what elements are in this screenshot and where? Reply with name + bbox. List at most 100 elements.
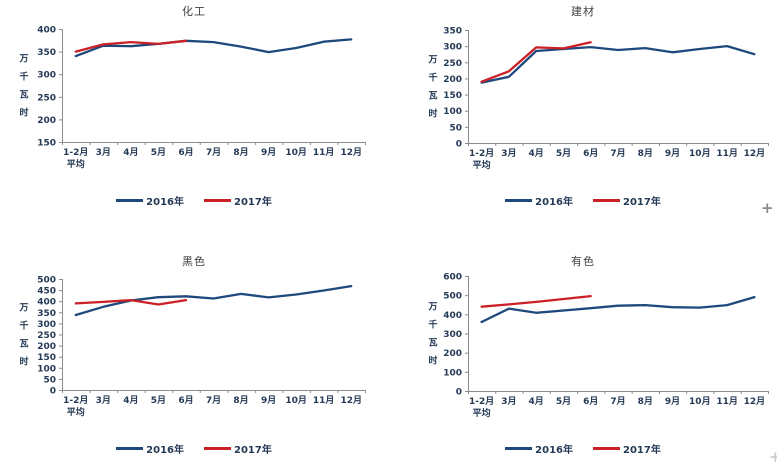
y-tick-label: 200 xyxy=(443,75,462,85)
series-line-2017[interactable] xyxy=(480,41,592,83)
chart-panel-huagong[interactable]: 150 200 250 300 350 400 1-2月 平均 3月 4月 5月 6月 7月 8月 9月 10… xyxy=(0,0,388,230)
legend-line-2017 xyxy=(204,199,231,202)
x-tick-label: 9月 xyxy=(261,395,276,406)
y-tick-label: 300 xyxy=(37,320,56,330)
x-tick-label: 12月 xyxy=(340,395,362,406)
x-tick-label: 10月 xyxy=(285,395,307,406)
plus-cursor-icon: + xyxy=(761,199,774,217)
series-line-2017[interactable] xyxy=(480,294,592,308)
legend-item-2016[interactable]: 2016年 xyxy=(116,441,184,456)
series-line-2017[interactable] xyxy=(74,39,188,53)
y-tick-label: 500 xyxy=(37,276,56,286)
legend-item-2016[interactable]: 2016年 xyxy=(505,441,573,456)
x-tick-label: 4月 xyxy=(123,395,138,406)
x-tick-label: 10月 xyxy=(285,147,307,158)
x-tick-label: 8月 xyxy=(638,396,653,407)
y-tick-label: 50 xyxy=(43,375,56,385)
legend: 2016年 2017年 xyxy=(389,441,777,456)
legend: 2016年 2017年 xyxy=(0,441,388,456)
legend-item-2017[interactable]: 2017年 xyxy=(204,441,272,456)
legend-item-2016[interactable]: 2016年 xyxy=(116,193,184,208)
legend-label-2017: 2017年 xyxy=(234,197,272,208)
x-tick-label: 4月 xyxy=(529,396,544,407)
x-tick-label: 7月 xyxy=(206,395,221,406)
legend-item-2017[interactable]: 2017年 xyxy=(593,441,661,456)
x-tick-label: 10月 xyxy=(689,396,711,407)
y-axis-unit-label: 万千瓦时 xyxy=(18,54,28,119)
x-tick-label: 11月 xyxy=(313,395,335,406)
x-tick-label: 1-2月 xyxy=(63,147,88,158)
chart-panel-heise[interactable]: 0 50 100 150 200 250 300 350 400 450 500 1-2月 平均 3月 4月… xyxy=(0,230,388,462)
y-tick-label: 300 xyxy=(37,71,56,81)
x-tick-label: 5月 xyxy=(556,396,571,407)
x-tick-label: 12月 xyxy=(340,147,362,158)
y-tick-label: 250 xyxy=(37,331,56,341)
legend-item-2017[interactable]: 2017年 xyxy=(204,193,272,208)
x-tick-label: 3月 xyxy=(96,395,111,406)
x-tick-label: 11月 xyxy=(716,396,738,407)
legend-line-2017 xyxy=(204,447,231,450)
legend-label-2016: 2016年 xyxy=(535,197,573,208)
chart-panel-jiancai[interactable]: 0 50 100 150 200 250 300 350 1-2月 平均 3月 4月 5月 6月 7月 8月 9… xyxy=(389,0,777,230)
x-tick-label: 12月 xyxy=(744,396,766,407)
legend-label-2017: 2017年 xyxy=(623,197,661,208)
series-line-2017[interactable] xyxy=(74,298,188,306)
x-tick-label: 平均 xyxy=(473,407,491,419)
legend: 2016年 2017年 xyxy=(389,193,777,208)
series-line-2016[interactable] xyxy=(74,284,353,317)
x-tick-label: 3月 xyxy=(96,147,111,158)
legend-item-2017[interactable]: 2017年 xyxy=(593,193,661,208)
y-tick-label: 450 xyxy=(37,287,56,297)
chart-panel-youse[interactable]: 0 100 200 300 400 500 600 1-2月 平均 3月 4月 5月 6月 7月 8月 9月 1… xyxy=(389,230,777,462)
series-line-2016[interactable] xyxy=(480,295,756,324)
y-tick-label: 150 xyxy=(443,91,462,101)
y-tick-label: 200 xyxy=(37,116,56,126)
y-tick-label: 250 xyxy=(443,59,462,69)
x-tick-label: 9月 xyxy=(261,147,276,158)
y-tick-label: 0 xyxy=(50,387,56,397)
y-tick-label: 500 xyxy=(443,292,462,302)
x-tick-label: 9月 xyxy=(665,148,680,159)
y-tick-label: 350 xyxy=(443,27,462,37)
x-tick-label: 4月 xyxy=(123,147,138,158)
x-tick-label: 7月 xyxy=(206,147,221,158)
legend-line-2016 xyxy=(505,199,533,202)
x-tick-label: 1-2月 xyxy=(469,396,494,407)
y-tick-label: 0 xyxy=(456,388,462,398)
y-tick-label: 400 xyxy=(37,26,56,36)
x-tick-label: 12月 xyxy=(744,148,766,159)
x-tick-label: 平均 xyxy=(67,158,85,170)
chart-title: 化工 xyxy=(182,5,206,18)
x-tick-label: 6月 xyxy=(178,395,193,406)
y-tick-label: 300 xyxy=(443,43,462,53)
y-axis-unit-label: 万千瓦时 xyxy=(18,303,28,368)
x-tick-label: 平均 xyxy=(473,159,491,171)
series-line-2016[interactable] xyxy=(74,38,353,58)
legend-item-2016[interactable]: 2016年 xyxy=(505,193,573,208)
x-tick-label: 5月 xyxy=(151,147,166,158)
legend-line-2017 xyxy=(593,199,620,202)
x-tick-label: 10月 xyxy=(689,148,711,159)
legend-label-2016: 2016年 xyxy=(535,445,573,456)
x-tick-label: 11月 xyxy=(313,147,335,158)
chart-title: 有色 xyxy=(571,255,595,268)
y-tick-label: 50 xyxy=(449,123,462,133)
y-tick-label: 0 xyxy=(456,140,462,150)
y-tick-label: 400 xyxy=(37,298,56,308)
x-tick-label: 7月 xyxy=(610,148,625,159)
y-axis-unit-label: 万千瓦时 xyxy=(427,55,437,120)
y-tick-label: 150 xyxy=(37,353,56,363)
chart-title: 建材 xyxy=(571,5,595,18)
y-tick-label: 100 xyxy=(37,364,56,374)
x-tick-label: 6月 xyxy=(178,147,193,158)
x-tick-label: 11月 xyxy=(716,148,738,159)
legend-line-2016 xyxy=(116,447,144,450)
y-tick-label: 200 xyxy=(37,342,56,352)
legend-line-2016 xyxy=(505,447,533,450)
series-line-2016[interactable] xyxy=(480,44,756,84)
